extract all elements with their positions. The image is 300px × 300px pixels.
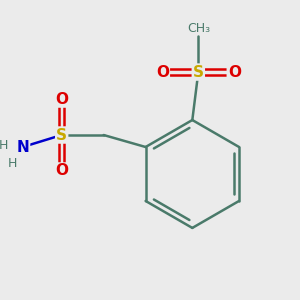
Text: H: H [8,157,17,170]
Text: O: O [55,164,68,178]
Text: O: O [55,92,68,106]
Text: O: O [156,64,169,80]
Text: O: O [228,64,241,80]
Text: S: S [193,64,204,80]
Text: S: S [56,128,67,142]
Text: CH₃: CH₃ [187,22,210,34]
Text: N: N [16,140,29,154]
Text: H: H [0,139,8,152]
